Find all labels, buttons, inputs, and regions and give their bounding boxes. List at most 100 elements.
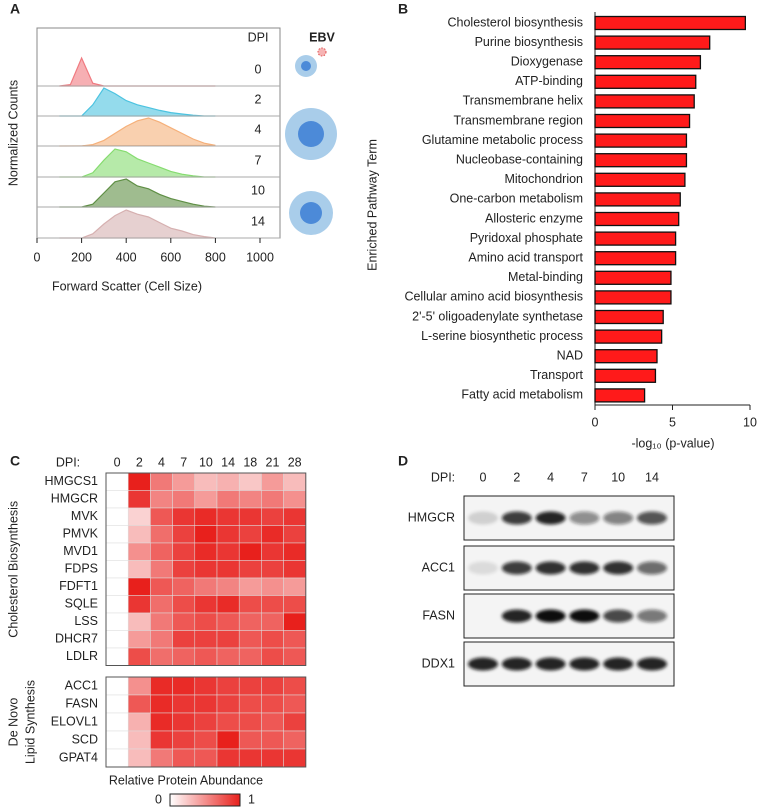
group-frame xyxy=(105,472,307,666)
y-tick-label: Amino acid transport xyxy=(468,250,583,264)
heatmap-cell xyxy=(283,542,307,561)
heatmap-cell xyxy=(150,630,173,649)
row-label: DHCR7 xyxy=(55,632,98,646)
blot-band xyxy=(535,561,566,575)
row-label: HMGCS1 xyxy=(45,474,99,488)
y-tick-label: NAD xyxy=(557,348,583,362)
heatmap-cell xyxy=(238,542,262,561)
blot-band xyxy=(535,609,566,623)
heatmap-cell xyxy=(216,595,240,614)
density-area xyxy=(59,56,216,87)
heatmap-cell xyxy=(261,595,284,614)
heatmap-cell xyxy=(172,730,196,750)
column-title: DPI: xyxy=(431,470,455,484)
heatmap-cell xyxy=(238,560,262,579)
bar xyxy=(594,94,695,109)
heatmap-cell xyxy=(105,630,129,649)
heatmap-cell xyxy=(127,507,151,526)
heatmap-cell xyxy=(127,612,151,631)
heatmap-cell xyxy=(261,748,284,768)
heatmap-cell xyxy=(216,676,240,696)
column-label: 2 xyxy=(513,470,520,484)
heatmap-cell xyxy=(216,472,240,491)
bar xyxy=(594,153,688,168)
row-label: PMVK xyxy=(63,527,99,541)
blot-band xyxy=(637,511,667,525)
row-label: DDX1 xyxy=(422,656,455,670)
bar xyxy=(594,388,646,403)
column-label: 28 xyxy=(288,455,302,469)
heatmap-cell xyxy=(172,490,196,509)
heatmap-cell xyxy=(283,595,307,614)
heatmap-cell xyxy=(127,577,151,596)
x-tick-label: 800 xyxy=(205,250,226,264)
y-tick-label: One-carbon metabolism xyxy=(450,192,583,206)
y-tick-label: L-serine biosynthetic process xyxy=(421,329,583,343)
row-label: FDPS xyxy=(65,562,98,576)
heatmap-cell xyxy=(172,472,196,491)
row-label: HMGCR xyxy=(51,492,98,506)
heatmap-cell xyxy=(105,712,129,732)
heatmap-cell xyxy=(261,676,284,696)
blot-band xyxy=(569,609,600,623)
heatmap-cell xyxy=(150,748,173,768)
y-tick-label: Dioxygenase xyxy=(511,54,583,68)
heatmap-cell xyxy=(127,490,151,509)
heatmap-cell xyxy=(216,694,240,714)
heatmap-cell xyxy=(283,676,307,696)
colorbar-tick-label: 1 xyxy=(248,792,255,806)
y-tick-label: Cholesterol biosynthesis xyxy=(448,15,584,29)
heatmap-cell xyxy=(216,490,240,509)
y-tick-label: Mitochondrion xyxy=(504,172,583,186)
row-label: FDFT1 xyxy=(59,579,98,593)
column-label: 7 xyxy=(581,470,588,484)
legend-label: 14 xyxy=(251,214,265,228)
row-label: HMGCR xyxy=(408,510,455,524)
heatmap-cell xyxy=(261,472,284,491)
heatmap-cell xyxy=(150,542,173,561)
heatmap-cell xyxy=(172,630,196,649)
blot-band xyxy=(468,511,498,525)
heatmap-cell xyxy=(150,730,173,750)
bar xyxy=(594,113,691,129)
colorbar-label: Relative Protein Abundance xyxy=(109,773,263,787)
heatmap-cell xyxy=(105,525,129,544)
heatmap-cell xyxy=(261,490,284,509)
bar xyxy=(594,55,702,70)
x-tick-label: 200 xyxy=(71,250,92,264)
heatmap-cell xyxy=(105,490,129,509)
heatmap-cell xyxy=(283,748,307,768)
heatmap-cell xyxy=(150,472,173,491)
heatmap-cell xyxy=(172,507,196,526)
heatmap-cell xyxy=(150,595,173,614)
heatmap-cell xyxy=(194,525,218,544)
heatmap-cell xyxy=(216,542,240,561)
x-tick-label: 5 xyxy=(669,415,676,429)
heatmap-cell xyxy=(172,542,196,561)
legend-label: 0 xyxy=(255,62,262,76)
heatmap-cell xyxy=(238,748,262,768)
heatmap-cell xyxy=(105,560,129,579)
heatmap-cell xyxy=(216,577,240,596)
y-tick-label: Glutamine metabolic process xyxy=(422,133,583,147)
heatmap-cell xyxy=(216,630,240,649)
y-tick-label: Purine biosynthesis xyxy=(475,35,583,49)
y-tick-label: Allosteric enzyme xyxy=(485,211,583,225)
column-title: DPI: xyxy=(56,455,80,469)
heatmap-cell xyxy=(105,748,129,768)
x-tick-label: 0 xyxy=(34,250,41,264)
column-label: 0 xyxy=(114,455,121,469)
row-label: MVK xyxy=(71,509,99,523)
heatmap-cell xyxy=(261,647,284,666)
heatmap-cell xyxy=(105,542,129,561)
bar xyxy=(594,74,697,89)
row-label: SCD xyxy=(72,732,98,746)
heatmap-cell xyxy=(150,612,173,631)
heatmap-cell xyxy=(238,676,262,696)
panel-label: A xyxy=(10,1,20,17)
heatmap-cell xyxy=(127,542,151,561)
bar xyxy=(594,231,677,246)
blot-band xyxy=(468,561,498,575)
row-label: GPAT4 xyxy=(59,750,98,764)
density-area xyxy=(59,148,216,178)
